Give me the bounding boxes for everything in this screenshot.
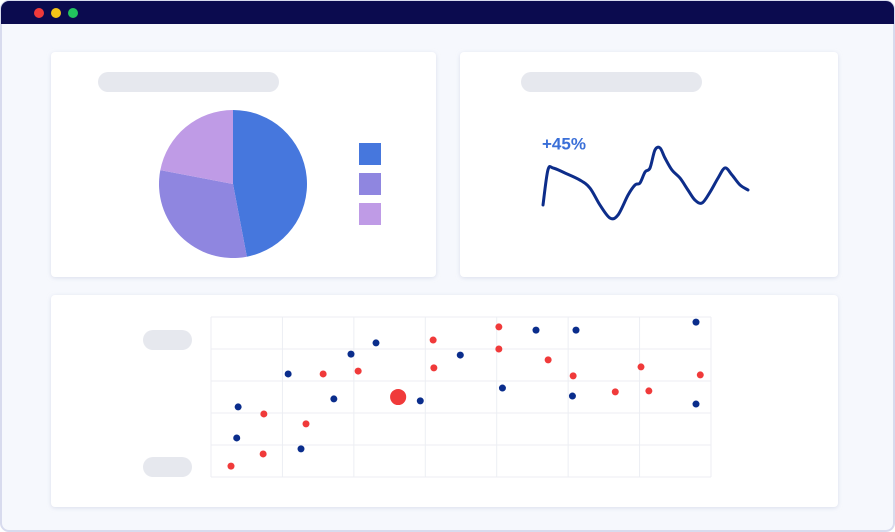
title-bar [1, 1, 894, 24]
scatter-point [390, 388, 407, 406]
scatter-point [233, 434, 241, 442]
scatter-point [319, 370, 327, 378]
placeholder-bar [98, 72, 279, 92]
scatter-point [347, 350, 355, 358]
placeholder-bar [143, 330, 192, 350]
pie-slice [159, 170, 247, 259]
close-button[interactable] [34, 8, 44, 18]
scatter-point [696, 371, 704, 379]
scatter-point [572, 326, 580, 334]
scatter-point [532, 326, 540, 334]
scatter-card [51, 295, 838, 507]
scatter-point [692, 318, 700, 326]
line-card [460, 52, 838, 277]
scatter-point [227, 462, 235, 470]
minimize-button[interactable] [51, 8, 61, 18]
scatter-point [692, 400, 700, 408]
scatter-point [372, 339, 380, 347]
placeholder-bar [143, 457, 192, 477]
scatter-point [302, 420, 310, 428]
scatter-point [260, 410, 268, 418]
scatter-point [544, 356, 552, 364]
legend-swatch [359, 173, 381, 195]
scatter-point [297, 445, 305, 453]
scatter-point [637, 363, 645, 371]
sparkline [541, 145, 750, 221]
legend-swatch [359, 203, 381, 225]
scatter-point [569, 372, 577, 380]
scatter-point [330, 395, 338, 403]
placeholder-bar [521, 72, 702, 92]
scatter-point [429, 336, 437, 344]
scatter-point [498, 384, 506, 392]
pie-slice [160, 110, 233, 184]
pie-slice [233, 110, 308, 257]
scatter-point [456, 351, 464, 359]
scatter-point [495, 323, 503, 331]
scatter-point [568, 392, 576, 400]
scatter-point [354, 367, 362, 375]
scatter-point [284, 370, 292, 378]
scatter-point [259, 450, 267, 458]
scatter-point [495, 345, 503, 353]
scatter-point [416, 397, 424, 405]
scatter-point [430, 364, 438, 372]
scatter-point [234, 403, 242, 411]
legend-swatch [359, 143, 381, 165]
scatter-point [611, 388, 619, 396]
change-annotation: +45% [542, 134, 586, 153]
scatter-point [645, 387, 653, 395]
maximize-button[interactable] [68, 8, 78, 18]
